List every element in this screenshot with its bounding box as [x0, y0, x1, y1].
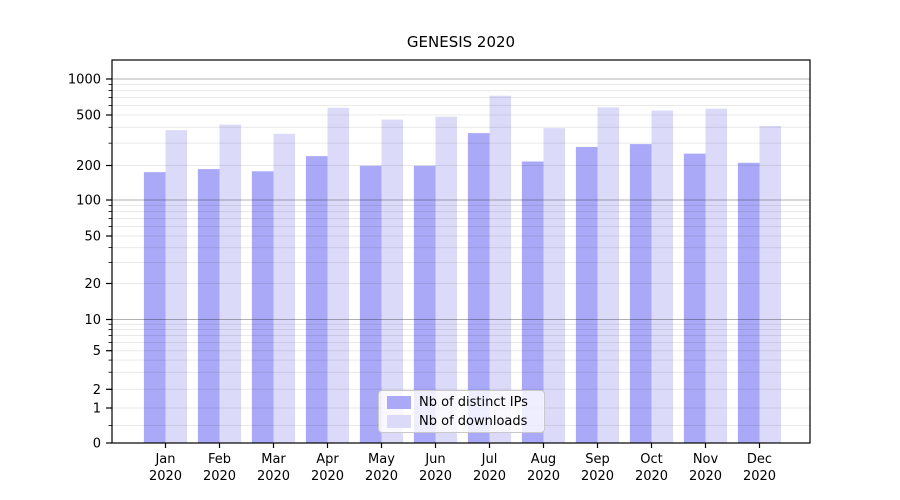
bar-nb-of-downloads-jun [435, 116, 458, 443]
y-tick-label-0: 0 [93, 437, 101, 452]
x-tick-year-aug: 2020 [527, 469, 560, 484]
y-tick-label-200: 200 [76, 159, 101, 174]
x-tick-label-aug: Aug [531, 452, 556, 467]
legend-item-distinct-ips: Nb of distinct IPs [387, 395, 544, 410]
chart-title: GENESIS 2020 [406, 33, 516, 51]
x-tick-label-sep: Sep [585, 452, 610, 467]
legend-swatch-distinct-ips [387, 395, 411, 409]
bar-nb-of-distinct-ips-aug [521, 161, 544, 443]
x-tick-year-nov: 2020 [689, 469, 722, 484]
x-tick-year-mar: 2020 [257, 469, 290, 484]
bar-nb-of-distinct-ips-may [359, 165, 382, 443]
x-tick-year-apr: 2020 [311, 469, 344, 484]
bar-nb-of-distinct-ips-apr [305, 156, 328, 443]
x-tick-label-may: May [368, 452, 395, 467]
bar-nb-of-downloads-mar [273, 133, 296, 443]
bar-nb-of-distinct-ips-jun [413, 165, 436, 443]
plot-frame [111, 59, 811, 444]
bar-nb-of-downloads-dec [759, 125, 782, 444]
bar-nb-of-downloads-nov [705, 108, 728, 444]
legend: Nb of distinct IPs Nb of downloads [378, 390, 545, 433]
bar-nb-of-distinct-ips-jul [467, 133, 490, 443]
x-tick-label-mar: Mar [261, 452, 286, 467]
x-tick-label-jan: Jan [154, 452, 175, 467]
bar-nb-of-distinct-ips-nov [683, 153, 706, 443]
x-tick-label-oct: Oct [640, 452, 662, 467]
y-tick-label-1: 1 [93, 402, 101, 417]
x-tick-label-feb: Feb [208, 452, 231, 467]
bar-nb-of-distinct-ips-dec [737, 162, 760, 443]
bar-nb-of-downloads-apr [327, 107, 350, 443]
y-tick-label-500: 500 [76, 109, 101, 124]
x-tick-year-may: 2020 [365, 469, 398, 484]
bar-nb-of-downloads-jul [489, 95, 512, 444]
x-tick-year-jul: 2020 [473, 469, 506, 484]
bar-nb-of-distinct-ips-sep [575, 146, 598, 444]
bar-nb-of-downloads-sep [597, 107, 620, 443]
x-tick-label-dec: Dec [747, 452, 772, 467]
legend-swatch-downloads [387, 414, 411, 428]
legend-item-downloads: Nb of downloads [387, 414, 544, 429]
bar-nb-of-downloads-feb [219, 124, 242, 444]
x-tick-label-jun: Jun [424, 452, 445, 467]
x-tick-label-jul: Jul [481, 452, 498, 467]
bar-nb-of-distinct-ips-feb [197, 169, 220, 443]
x-tick-year-jan: 2020 [149, 469, 182, 484]
bar-nb-of-downloads-oct [651, 110, 674, 444]
x-tick-year-dec: 2020 [743, 469, 776, 484]
y-tick-label-100: 100 [76, 194, 101, 209]
bar-nb-of-downloads-jan [165, 130, 188, 443]
x-tick-label-apr: Apr [316, 452, 339, 467]
y-tick-label-1000: 1000 [68, 73, 101, 88]
bar-nb-of-distinct-ips-oct [629, 144, 652, 443]
y-tick-label-50: 50 [84, 230, 101, 245]
x-tick-year-sep: 2020 [581, 469, 614, 484]
legend-label-downloads: Nb of downloads [419, 413, 528, 429]
bar-nb-of-distinct-ips-jan [143, 172, 166, 444]
x-tick-year-jun: 2020 [419, 469, 452, 484]
y-tick-label-5: 5 [93, 344, 101, 359]
bar-nb-of-distinct-ips-mar [251, 171, 274, 443]
x-tick-year-feb: 2020 [203, 469, 236, 484]
y-tick-label-10: 10 [84, 313, 101, 328]
legend-label-distinct-ips: Nb of distinct IPs [419, 394, 528, 410]
y-tick-label-2: 2 [93, 383, 101, 398]
bar-nb-of-downloads-aug [543, 128, 566, 443]
bar-nb-of-downloads-may [381, 119, 404, 443]
x-tick-year-oct: 2020 [635, 469, 668, 484]
x-tick-label-nov: Nov [693, 452, 719, 467]
y-tick-label-20: 20 [84, 277, 101, 292]
